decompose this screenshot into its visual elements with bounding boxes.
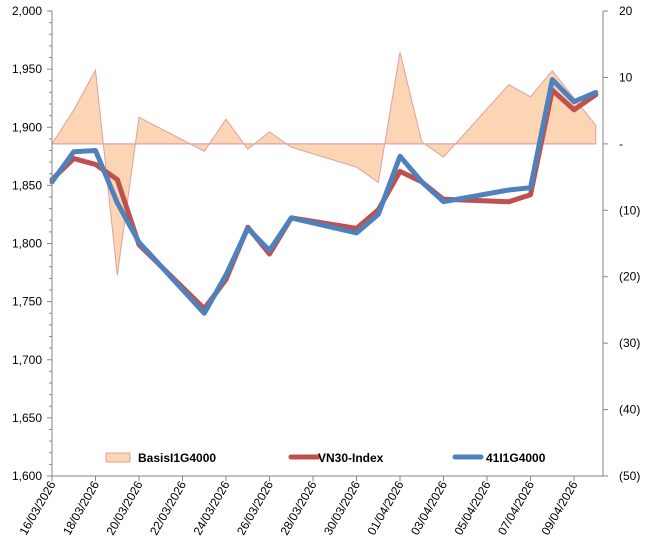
x-tick-label: 03/04/2026 [408, 478, 450, 537]
left-tick-label: 1,900 [12, 120, 42, 134]
right-tick-label: (10) [619, 203, 640, 217]
left-tick-label: 2,000 [12, 4, 42, 18]
x-tick-label: 26/03/2026 [234, 478, 276, 537]
x-tick-label: 22/03/2026 [147, 478, 189, 537]
x-tick-label: 01/04/2026 [364, 478, 406, 537]
legend-label-41i1g4000: 41I1G4000 [486, 451, 546, 465]
x-tick-label: 09/04/2026 [538, 478, 580, 537]
x-tick-label: 20/03/2026 [103, 478, 145, 537]
left-tick-label: 1,700 [12, 353, 42, 367]
legend-label-vn30: VN30-Index [318, 451, 384, 465]
left-tick-label: 1,800 [12, 237, 42, 251]
left-tick-label: 1,850 [12, 178, 42, 192]
right-tick-label: (50) [619, 469, 640, 483]
x-tick-label: 28/03/2026 [277, 478, 319, 537]
right-tick-label: (30) [619, 336, 640, 350]
x-tick-label: 30/03/2026 [321, 478, 363, 537]
right-tick-label: - [619, 137, 623, 151]
right-tick-label: (20) [619, 270, 640, 284]
left-tick-label: 1,750 [12, 295, 42, 309]
right-tick-label: 10 [619, 70, 633, 84]
legend-swatch-basis [106, 453, 130, 462]
left-tick-label: 1,600 [12, 469, 42, 483]
x-tick-label: 18/03/2026 [60, 478, 102, 537]
x-tick-label: 07/04/2026 [495, 478, 537, 537]
x-tick-label: 16/03/2026 [16, 478, 58, 537]
series-area-basis [52, 52, 596, 275]
right-tick-label: (40) [619, 403, 640, 417]
right-tick-label: 20 [619, 4, 633, 18]
x-tick-label: 24/03/2026 [190, 478, 232, 537]
left-tick-label: 1,950 [12, 62, 42, 76]
x-tick-label: 05/04/2026 [451, 478, 493, 537]
legend-label-basis: BasisI1G4000 [138, 451, 216, 465]
legend: BasisI1G4000 VN30-Index 41I1G4000 [106, 451, 546, 465]
left-tick-label: 1,650 [12, 411, 42, 425]
